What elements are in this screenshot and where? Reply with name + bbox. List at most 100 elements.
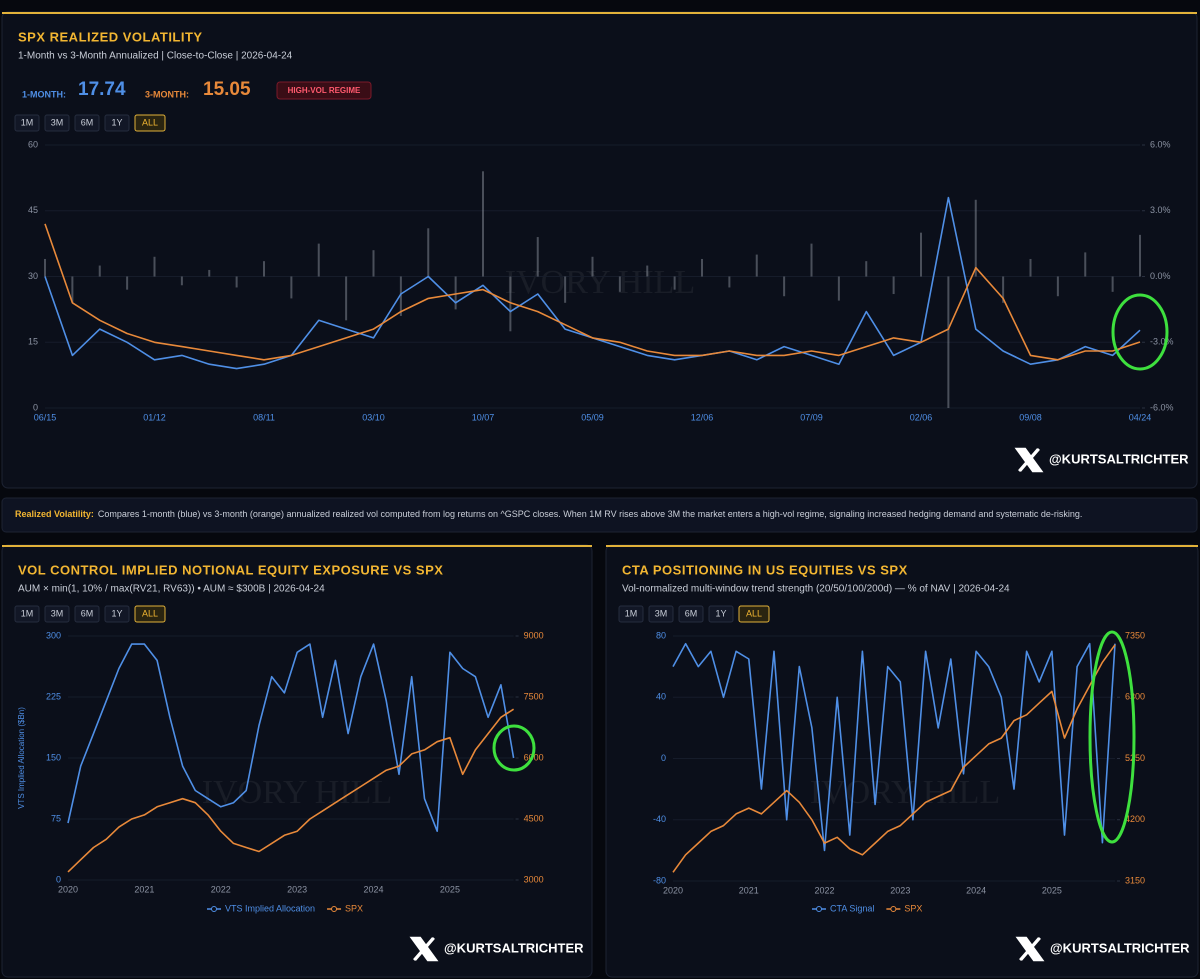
return-bar (153, 256, 156, 277)
range-button-label[interactable]: 1M (625, 608, 638, 618)
x-logo (1015, 936, 1045, 962)
return-bar (482, 171, 484, 277)
range-button-label[interactable]: 1Y (111, 608, 122, 618)
note: Realized Volatility: Compares 1-month (bl… (15, 509, 1082, 519)
y2-tick-label: 4200 (1125, 814, 1145, 824)
return-bar (290, 276, 293, 299)
return-bar (1002, 276, 1005, 303)
range-button-label[interactable]: 6M (685, 608, 698, 618)
range-button[interactable] (678, 605, 704, 623)
range-button-label[interactable]: 3M (655, 608, 668, 618)
chart-title: CTA POSITIONING IN US EQUITIES VS SPX (622, 562, 908, 577)
y-tick-label: 30 (28, 271, 38, 281)
range-button-label[interactable]: 3M (51, 608, 64, 618)
y-tick-label: 0 (33, 402, 38, 412)
y2-tick-label: -3.0% (1150, 337, 1174, 347)
series-line (67, 643, 515, 832)
x-tick-label: 2022 (211, 884, 231, 894)
y-tick-label: 45 (28, 205, 38, 215)
range-button[interactable] (74, 605, 100, 623)
return-bar (783, 276, 786, 297)
return-bar (974, 199, 977, 277)
x-tick-label: 01/12 (143, 412, 166, 422)
range-button[interactable] (134, 114, 166, 132)
watermark: IVORY HILL (202, 774, 392, 811)
range-button[interactable] (44, 605, 70, 623)
y-tick-label: 0 (661, 753, 666, 763)
return-bar (728, 276, 731, 288)
x-tick-label: 04/24 (1129, 412, 1152, 422)
legend-label: VTS Implied Allocation (225, 903, 315, 913)
handle: @KURTSALTRICHTER (1049, 451, 1189, 466)
range-button-label[interactable]: 1M (21, 117, 34, 127)
return-bar (1056, 276, 1059, 297)
return-bar (646, 265, 649, 277)
return-bar (98, 265, 101, 277)
return-bar (208, 269, 211, 277)
handle: @KURTSALTRICHTER (444, 940, 584, 955)
y-tick-label: -80 (653, 875, 666, 885)
return-bar (591, 256, 594, 277)
range-button[interactable] (104, 605, 130, 623)
x-tick-label: 10/07 (472, 412, 495, 422)
y-tick-label: -40 (653, 814, 666, 824)
return-bar (427, 228, 430, 277)
x-tick-label: 2025 (1042, 885, 1062, 895)
range-button[interactable] (648, 605, 674, 623)
y2-tick-label: 3150 (1125, 875, 1145, 885)
range-button[interactable] (708, 605, 734, 623)
return-bar (892, 276, 895, 295)
badge-label: HIGH-VOL REGIME (288, 86, 361, 95)
series-line (672, 644, 1116, 873)
range-button[interactable] (14, 114, 40, 132)
range-button[interactable] (44, 114, 70, 132)
return-bar (1084, 252, 1087, 277)
return-bar (1111, 276, 1114, 292)
range-button[interactable] (14, 605, 40, 623)
x-tick-label: 2024 (966, 885, 986, 895)
note-text: Compares 1-month (blue) vs 3-month (oran… (98, 509, 1083, 519)
range-button-label[interactable]: 1Y (715, 608, 726, 618)
x-tick-label: 2021 (739, 885, 759, 895)
range-button[interactable] (104, 114, 130, 132)
watermark: IVORY HILL (810, 774, 1000, 811)
x-tick-label: 08/11 (253, 412, 275, 422)
range-button[interactable] (618, 605, 644, 623)
range-button-label[interactable]: 3M (51, 117, 64, 127)
range-button-label[interactable]: 6M (81, 117, 94, 127)
return-bar (44, 258, 46, 277)
return-bar (701, 258, 703, 277)
range-button[interactable] (134, 605, 166, 623)
x-tick-label: 2023 (890, 885, 910, 895)
return-bar (673, 276, 676, 290)
y-tick-label: 40 (656, 692, 666, 702)
stat-label: 1-MONTH: (22, 89, 66, 99)
y2-tick-label: 6300 (1125, 692, 1145, 702)
x-logo (409, 936, 439, 962)
y-tick-label: 0 (56, 874, 61, 884)
return-bar (235, 276, 238, 288)
return-bar (454, 276, 457, 310)
stat-value: 17.74 (78, 79, 126, 100)
panel-accent (2, 545, 592, 547)
return-bar (920, 232, 922, 277)
return-bar (345, 276, 348, 321)
y2-tick-label: 7350 (1125, 630, 1145, 640)
range-button[interactable] (738, 605, 770, 623)
range-button-label[interactable]: 1Y (111, 117, 122, 127)
range-button[interactable] (74, 114, 100, 132)
panel-accent (606, 545, 1198, 547)
legend-label: CTA Signal (830, 903, 874, 913)
return-bar (755, 254, 758, 277)
y-tick-label: 300 (46, 630, 61, 640)
note-label: Realized Volatility: (15, 509, 94, 519)
range-button-label[interactable]: 6M (81, 608, 94, 618)
range-button-label[interactable]: 1M (21, 608, 34, 618)
y2-tick-label: 3000 (524, 874, 544, 884)
range-button-label[interactable]: ALL (746, 608, 762, 618)
legend-marker (211, 906, 217, 912)
return-bar (865, 261, 868, 277)
chart-subtitle: AUM × min(1, 10% / max(RV21, RV63)) • AU… (18, 584, 325, 595)
range-button-label[interactable]: ALL (142, 608, 158, 618)
range-button-label[interactable]: ALL (142, 117, 158, 127)
